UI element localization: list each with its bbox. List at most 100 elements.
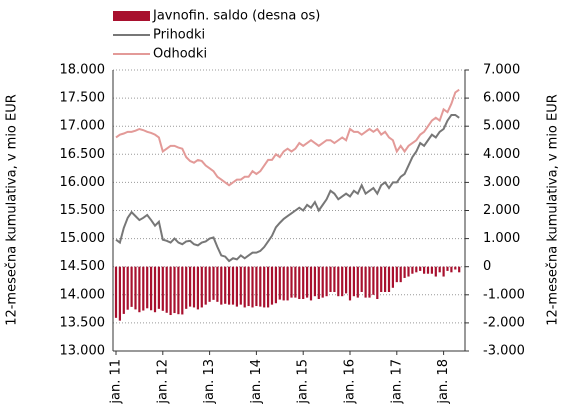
bar — [345, 266, 348, 294]
y2-tick-label: -1.000 — [483, 287, 525, 302]
bar — [302, 266, 305, 300]
bar — [169, 266, 172, 316]
bar — [150, 266, 153, 311]
y-tick-label: 13.000 — [60, 344, 106, 359]
bar — [122, 266, 125, 314]
bar — [352, 266, 355, 297]
x-tick-label: jan. 18 — [436, 359, 451, 405]
bar — [192, 266, 196, 308]
x-tick-label: jan. 17 — [389, 359, 404, 405]
bar — [263, 266, 266, 308]
y-tick-label: 18.000 — [60, 63, 106, 78]
bar — [142, 266, 145, 311]
bar — [380, 266, 383, 292]
y2-tick-label: 6.000 — [483, 91, 520, 106]
bar — [278, 266, 281, 300]
bar — [235, 266, 238, 307]
x-tick-label: jan. 16 — [343, 359, 358, 405]
bar — [337, 266, 340, 297]
bar — [426, 266, 430, 274]
bar — [189, 266, 192, 307]
y2-tick-label: 4.000 — [483, 147, 520, 162]
bar — [341, 266, 344, 297]
bar — [419, 266, 422, 271]
bar — [138, 266, 141, 313]
bar — [454, 266, 457, 270]
bar — [185, 266, 188, 309]
bar — [259, 266, 262, 307]
y2-tick-label: 2.000 — [483, 203, 520, 218]
bar — [267, 266, 270, 308]
bar — [177, 266, 180, 315]
bar — [415, 266, 418, 273]
bar — [126, 266, 129, 310]
y-tick-label: 17.500 — [60, 91, 106, 106]
bar — [321, 266, 324, 298]
bar — [208, 266, 211, 302]
y-tick-label: 16.000 — [60, 175, 106, 190]
bar — [376, 266, 379, 300]
bar — [224, 266, 227, 304]
y-axis-label: 12-mesečna kumulativa, v mio EUR — [5, 94, 20, 326]
bar — [333, 266, 336, 292]
y-tick-label: 13.500 — [60, 315, 106, 330]
bar — [446, 266, 449, 271]
bar — [270, 266, 274, 305]
y2-tick-label: 0 — [483, 259, 491, 274]
bar — [356, 266, 359, 298]
bar — [239, 266, 242, 305]
bar — [282, 266, 285, 301]
bar — [220, 266, 223, 305]
bar — [212, 266, 215, 300]
y2-tick-label: 7.000 — [483, 63, 520, 78]
bar — [204, 266, 207, 305]
bar — [411, 266, 414, 274]
bar — [165, 266, 168, 313]
bar — [364, 266, 367, 298]
bar — [434, 266, 437, 277]
line — [115, 88, 460, 187]
y2-tick-label: 1.000 — [483, 231, 520, 246]
bar — [309, 266, 313, 301]
y2-tick-label: -2.000 — [483, 315, 525, 330]
y-tick-label: 14.500 — [60, 259, 106, 274]
bar — [146, 266, 149, 309]
bar — [114, 266, 118, 318]
x-tick-label: jan. 13 — [202, 359, 217, 405]
y-tick-label: 16.500 — [60, 147, 106, 162]
x-tick-label: jan. 11 — [109, 359, 124, 405]
bar — [368, 266, 371, 298]
bar — [196, 266, 199, 310]
bar — [216, 266, 219, 302]
bar — [391, 266, 394, 288]
bar — [423, 266, 426, 274]
bar — [395, 266, 398, 283]
bar — [325, 266, 328, 297]
x-tick-label: jan. 12 — [155, 359, 170, 405]
bar — [360, 266, 363, 292]
bar — [372, 266, 375, 295]
bar — [228, 266, 231, 305]
bar — [399, 266, 402, 283]
bar — [157, 266, 160, 309]
bar — [243, 266, 246, 308]
legend-label: Odhodki — [153, 47, 207, 62]
line — [115, 113, 460, 263]
bar — [290, 266, 293, 298]
y-tick-label: 15.000 — [60, 231, 106, 246]
y-tick-label: 15.500 — [60, 203, 106, 218]
bar — [438, 266, 441, 273]
bar — [231, 266, 235, 305]
bar — [247, 266, 250, 307]
x-tick-label: jan. 15 — [296, 359, 311, 405]
bar — [181, 266, 184, 315]
legend-swatch — [113, 11, 150, 21]
bar — [298, 266, 301, 300]
bar — [430, 266, 433, 274]
bar — [407, 266, 410, 277]
bar — [130, 266, 133, 307]
bar — [294, 266, 297, 298]
bar — [458, 266, 461, 273]
bar — [442, 266, 445, 277]
bar — [306, 266, 309, 298]
